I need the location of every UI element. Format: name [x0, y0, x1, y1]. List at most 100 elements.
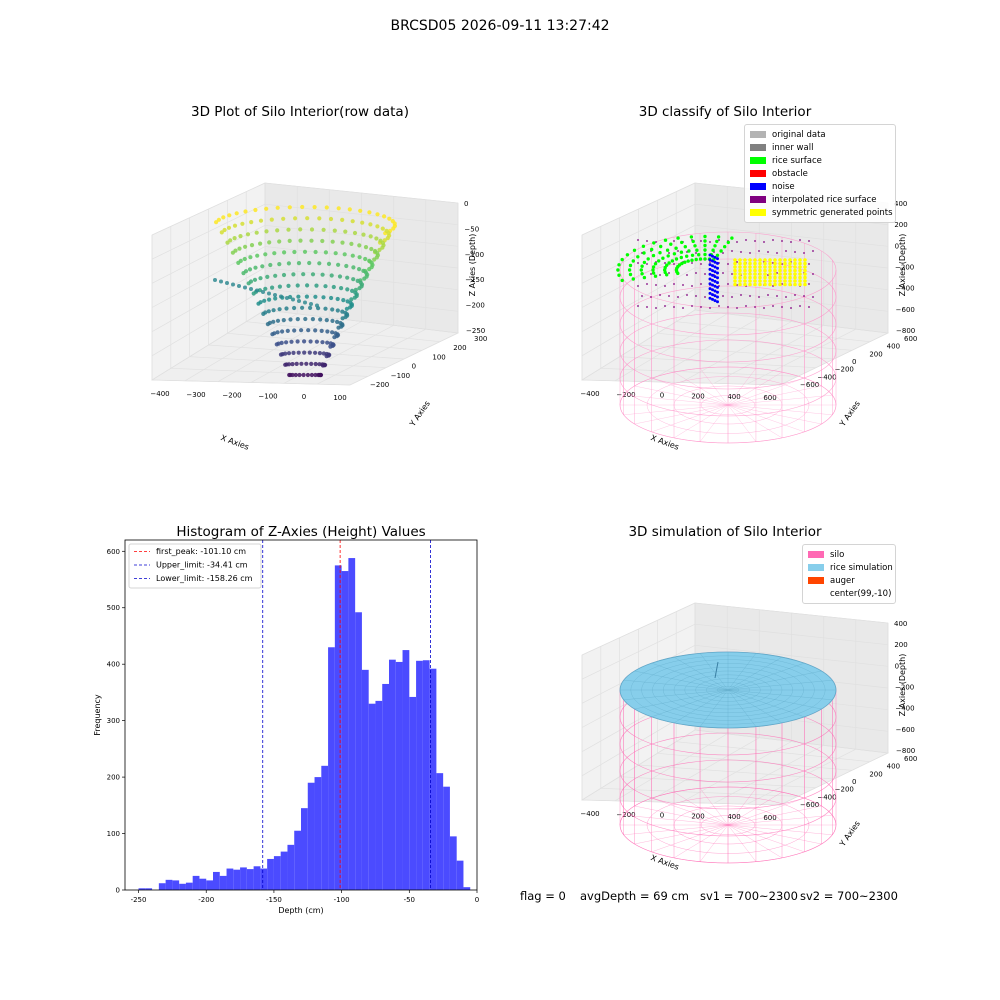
p2-interp-point	[646, 306, 648, 308]
p1-point	[296, 261, 302, 266]
p4-y-tick-label: −600	[800, 801, 819, 809]
p2-legend-label: original data	[772, 129, 826, 140]
p2-interp-point	[727, 263, 729, 265]
p2-rice-point	[631, 259, 635, 263]
p2-z-tick-label: −600	[896, 306, 915, 314]
p4-rice-mesh	[673, 656, 729, 691]
p3-legend-box	[128, 543, 262, 589]
p2-interp-point	[695, 252, 697, 254]
p1-point	[214, 220, 219, 225]
p1-point	[362, 276, 367, 281]
p2-rice-point	[672, 252, 677, 256]
p1-z-tick-label: −50	[464, 225, 479, 233]
p1-point	[300, 204, 305, 210]
p1-point	[291, 272, 296, 277]
p4-z-axis-label: Z Axies (Depth)	[898, 654, 907, 717]
p1-x-tick-label: 100	[333, 394, 346, 402]
p2-noise-point	[713, 255, 717, 259]
p2-rice-point	[726, 240, 730, 245]
p1-point	[302, 350, 307, 355]
panel2-3d-plot: −400−2000200400600X Axies−600−400−200020…	[580, 182, 917, 452]
p2-rice-point	[666, 254, 670, 258]
panel4-legend: silo rice simulation auger center(99,-10)	[802, 544, 896, 604]
p2-silo-floor-spoke	[727, 404, 783, 439]
p1-grid-line	[246, 321, 441, 343]
p4-legend-swatch	[808, 577, 824, 584]
p3-y-tick-label: 500	[107, 604, 120, 612]
p2-legend-label: inner wall	[772, 142, 814, 153]
p2-rice-point	[627, 268, 632, 272]
p3-histogram-bar	[253, 866, 261, 890]
p2-grid-line	[694, 309, 889, 334]
p2-interp-point	[736, 241, 738, 243]
p2-legend-swatch	[750, 183, 766, 190]
p2-noise-point	[711, 273, 714, 277]
p2-symmetric-point	[763, 261, 767, 266]
p1-point	[340, 217, 345, 222]
p1-point	[305, 372, 310, 378]
p2-silo-floor-spoke	[727, 368, 757, 406]
p2-rice-point	[657, 259, 661, 263]
p2-rice-point	[715, 239, 719, 244]
p1-point	[335, 296, 340, 302]
p2-interp-point	[758, 250, 760, 252]
p4-silo-floor-spoke	[727, 797, 805, 826]
p2-symmetric-point	[743, 258, 747, 262]
p2-symmetric-point	[748, 265, 752, 269]
p4-legend-swatch	[808, 551, 824, 558]
p2-symmetric-point	[803, 282, 807, 287]
p3-histogram-bar	[192, 875, 200, 890]
p2-interp-point	[799, 305, 801, 307]
p2-symmetric-point	[733, 268, 737, 273]
p1-point	[296, 294, 301, 299]
p1-point	[330, 330, 335, 335]
p1-point	[320, 363, 325, 368]
p2-symmetric-point	[743, 268, 747, 273]
p2-interp-point	[686, 274, 688, 276]
p2-z-axis-label: Z Axies (Depth)	[898, 234, 907, 297]
p2-x-tick-label: 600	[763, 394, 776, 402]
p2-interp-point	[718, 239, 720, 241]
p2-rice-point	[703, 243, 707, 248]
p2-rice-point	[719, 249, 723, 253]
p2-noise-point	[708, 287, 712, 291]
panel1-title: 3D Plot of Silo Interior(row data)	[191, 104, 409, 120]
p4-z-tick-label: 400	[894, 620, 907, 628]
p2-symmetric-point	[798, 261, 802, 266]
p2-interp-point	[646, 263, 648, 265]
p1-point	[391, 226, 396, 231]
p1-x-tick-label: −400	[150, 390, 169, 398]
p1-point	[314, 339, 319, 344]
p1-point	[339, 286, 344, 291]
p1-point	[268, 262, 273, 268]
p4-silo-floor-spoke	[623, 824, 729, 836]
p1-point	[310, 317, 315, 322]
p4-z-tick-label: −800	[896, 747, 915, 755]
p1-point	[275, 228, 280, 233]
p1-point	[273, 273, 278, 278]
p4-rice-mesh	[699, 653, 729, 691]
p2-interp-point	[655, 241, 657, 243]
p4-grid-line	[694, 602, 889, 624]
p2-symmetric-point	[753, 258, 757, 262]
p2-symmetric-point	[793, 272, 797, 276]
p2-interp-point	[740, 294, 742, 296]
p2-rice-point	[680, 261, 684, 266]
p4-rice-mesh	[727, 679, 833, 691]
p2-symmetric-point	[758, 275, 762, 280]
p1-point	[273, 293, 277, 297]
p1-y-tick-label: 100	[432, 353, 445, 361]
p1-point	[345, 287, 350, 292]
p1-x-tick-label: −300	[186, 391, 205, 399]
p2-symmetric-point	[798, 282, 802, 287]
p2-symmetric-point	[753, 279, 757, 283]
p2-symmetric-point	[798, 258, 802, 262]
p1-point	[320, 272, 325, 277]
p2-symmetric-point	[758, 258, 762, 262]
p1-point	[221, 215, 226, 220]
p2-interp-point	[641, 295, 643, 297]
p1-point	[267, 240, 272, 245]
p1-point	[286, 227, 291, 232]
p2-symmetric-point	[748, 272, 752, 276]
p2-symmetric-point	[733, 272, 737, 276]
